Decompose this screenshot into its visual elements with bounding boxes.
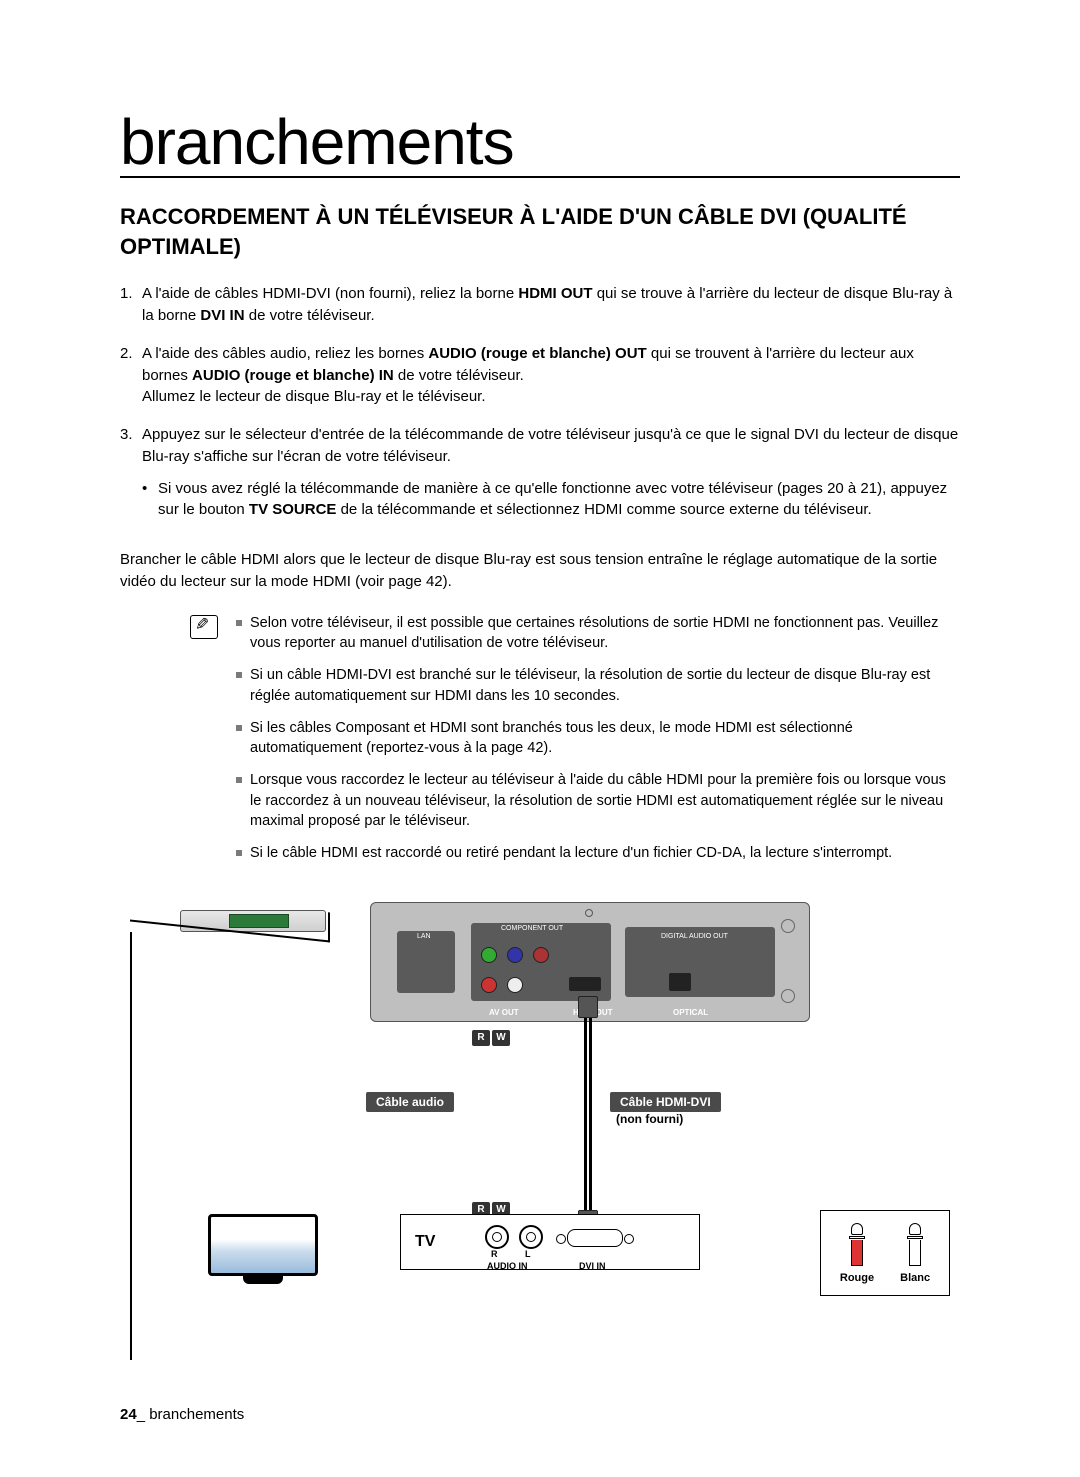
rca-red-plug-icon: Rouge — [840, 1223, 874, 1295]
connection-diagram: LAN COMPONENT OUT DIGITAL AUDIO OUT AV O… — [130, 902, 950, 1382]
note-icon — [190, 615, 218, 639]
step-3-sub-1: Si vous avez réglé la télécommande de ma… — [142, 478, 960, 522]
audio-out-r-port-icon — [481, 977, 497, 993]
step-3-substeps: Si vous avez réglé la télécommande de ma… — [142, 478, 960, 522]
hdmi-cable-icon — [584, 1002, 592, 1216]
auto-hdmi-paragraph: Brancher le câble HDMI alors que le lect… — [120, 549, 960, 593]
note-block: Selon votre téléviseur, il est possible … — [120, 613, 960, 876]
step-3: Appuyez sur le sélecteur d'entrée de la … — [120, 424, 960, 521]
note-4: Lorsque vous raccordez le lecteur au tél… — [236, 770, 960, 831]
avout-label: AV OUT — [489, 1008, 519, 1017]
callout-audio-cable: Câble audio — [366, 1092, 454, 1112]
callout-hdmi-sub: (non fourni) — [616, 1112, 683, 1126]
legend-blanc-label: Blanc — [900, 1272, 930, 1284]
component-pb-port-icon — [507, 947, 523, 963]
step-3-sub-bold: TV SOURCE — [249, 501, 337, 518]
lead-line-icon — [130, 891, 330, 942]
footer-underscore: _ — [137, 1406, 150, 1423]
optical-label: OPTICAL — [673, 1008, 708, 1017]
step-1-bold-2: DVI IN — [200, 307, 244, 324]
lan-panel — [397, 931, 455, 993]
steps-list: A l'aide de câbles HDMI-DVI (non fourni)… — [120, 283, 960, 521]
page-title: branchements — [120, 110, 960, 178]
step-1-bold-1: HDMI OUT — [518, 285, 592, 302]
component-label: COMPONENT OUT — [501, 925, 563, 932]
step-3-text: Appuyez sur le sélecteur d'entrée de la … — [142, 426, 958, 465]
step-2-bold-2: AUDIO (rouge et blanche) IN — [192, 367, 394, 384]
audio-in-label: AUDIO IN — [487, 1261, 528, 1271]
mount-hole-icon — [781, 989, 795, 1003]
tv-label: TV — [415, 1233, 435, 1251]
step-2-text-a: A l'aide des câbles audio, reliez les bo… — [142, 345, 428, 362]
section-heading: RACCORDEMENT À UN TÉLÉVISEUR À L'AIDE D'… — [120, 202, 960, 261]
dvi-in-label: DVI IN — [579, 1261, 606, 1271]
component-y-port-icon — [481, 947, 497, 963]
legend-rouge-label: Rouge — [840, 1272, 874, 1284]
note-3: Si les câbles Composant et HDMI sont bra… — [236, 718, 960, 759]
rw-indicator-top: R W — [472, 1030, 510, 1046]
step-2-text-d: Allumez le lecteur de disque Blu-ray et … — [142, 388, 486, 405]
step-1-text-a: A l'aide de câbles HDMI-DVI (non fourni)… — [142, 285, 518, 302]
step-2: A l'aide des câbles audio, reliez les bo… — [120, 343, 960, 408]
audio-in-l-port-icon — [519, 1225, 543, 1249]
audio-in-r-port-icon — [485, 1225, 509, 1249]
hdmi-out-port-icon — [569, 977, 601, 991]
tv-back-panel: TV R L AUDIO IN DVI IN — [400, 1214, 700, 1270]
tv-icon — [208, 1214, 318, 1286]
step-3-sub-c: de la télécommande et sélectionnez HDMI … — [336, 501, 871, 518]
audio-cable-icon — [130, 932, 148, 1146]
audio-out-l-port-icon — [507, 977, 523, 993]
rca-legend: Rouge Blanc — [820, 1210, 950, 1296]
page-footer: 24_ branchements — [120, 1406, 244, 1423]
step-2-text-c: de votre téléviseur. — [394, 367, 524, 384]
rca-white-plug-icon: Blanc — [900, 1223, 930, 1295]
footer-section-label: branchements — [149, 1406, 244, 1423]
component-pr-port-icon — [533, 947, 549, 963]
audio-cable-icon — [130, 1146, 132, 1360]
step-1-text-c: de votre téléviseur. — [245, 307, 375, 324]
mount-hole-icon — [781, 919, 795, 933]
r-box: R — [472, 1030, 490, 1046]
step-1: A l'aide de câbles HDMI-DVI (non fourni)… — [120, 283, 960, 327]
note-list: Selon votre téléviseur, il est possible … — [236, 613, 960, 876]
dvi-in-port-icon — [567, 1229, 623, 1247]
note-2: Si un câble HDMI-DVI est branché sur le … — [236, 665, 960, 706]
tv-stand-icon — [243, 1276, 283, 1284]
note-1: Selon votre téléviseur, il est possible … — [236, 613, 960, 654]
rca-r-label: R — [491, 1249, 498, 1259]
tv-screen-icon — [208, 1214, 318, 1276]
page-number: 24 — [120, 1406, 137, 1423]
optical-port-icon — [669, 973, 691, 991]
callout-hdmi-cable: Câble HDMI-DVI — [610, 1092, 721, 1112]
note-5: Si le câble HDMI est raccordé ou retiré … — [236, 843, 960, 863]
screw-icon — [585, 909, 593, 917]
w-box: W — [492, 1030, 510, 1046]
hdmi-plug-icon — [578, 996, 598, 1018]
rca-l-label: L — [525, 1249, 531, 1259]
step-2-bold-1: AUDIO (rouge et blanche) OUT — [428, 345, 646, 362]
digital-label: DIGITAL AUDIO OUT — [661, 933, 728, 940]
lan-label: LAN — [417, 933, 431, 940]
